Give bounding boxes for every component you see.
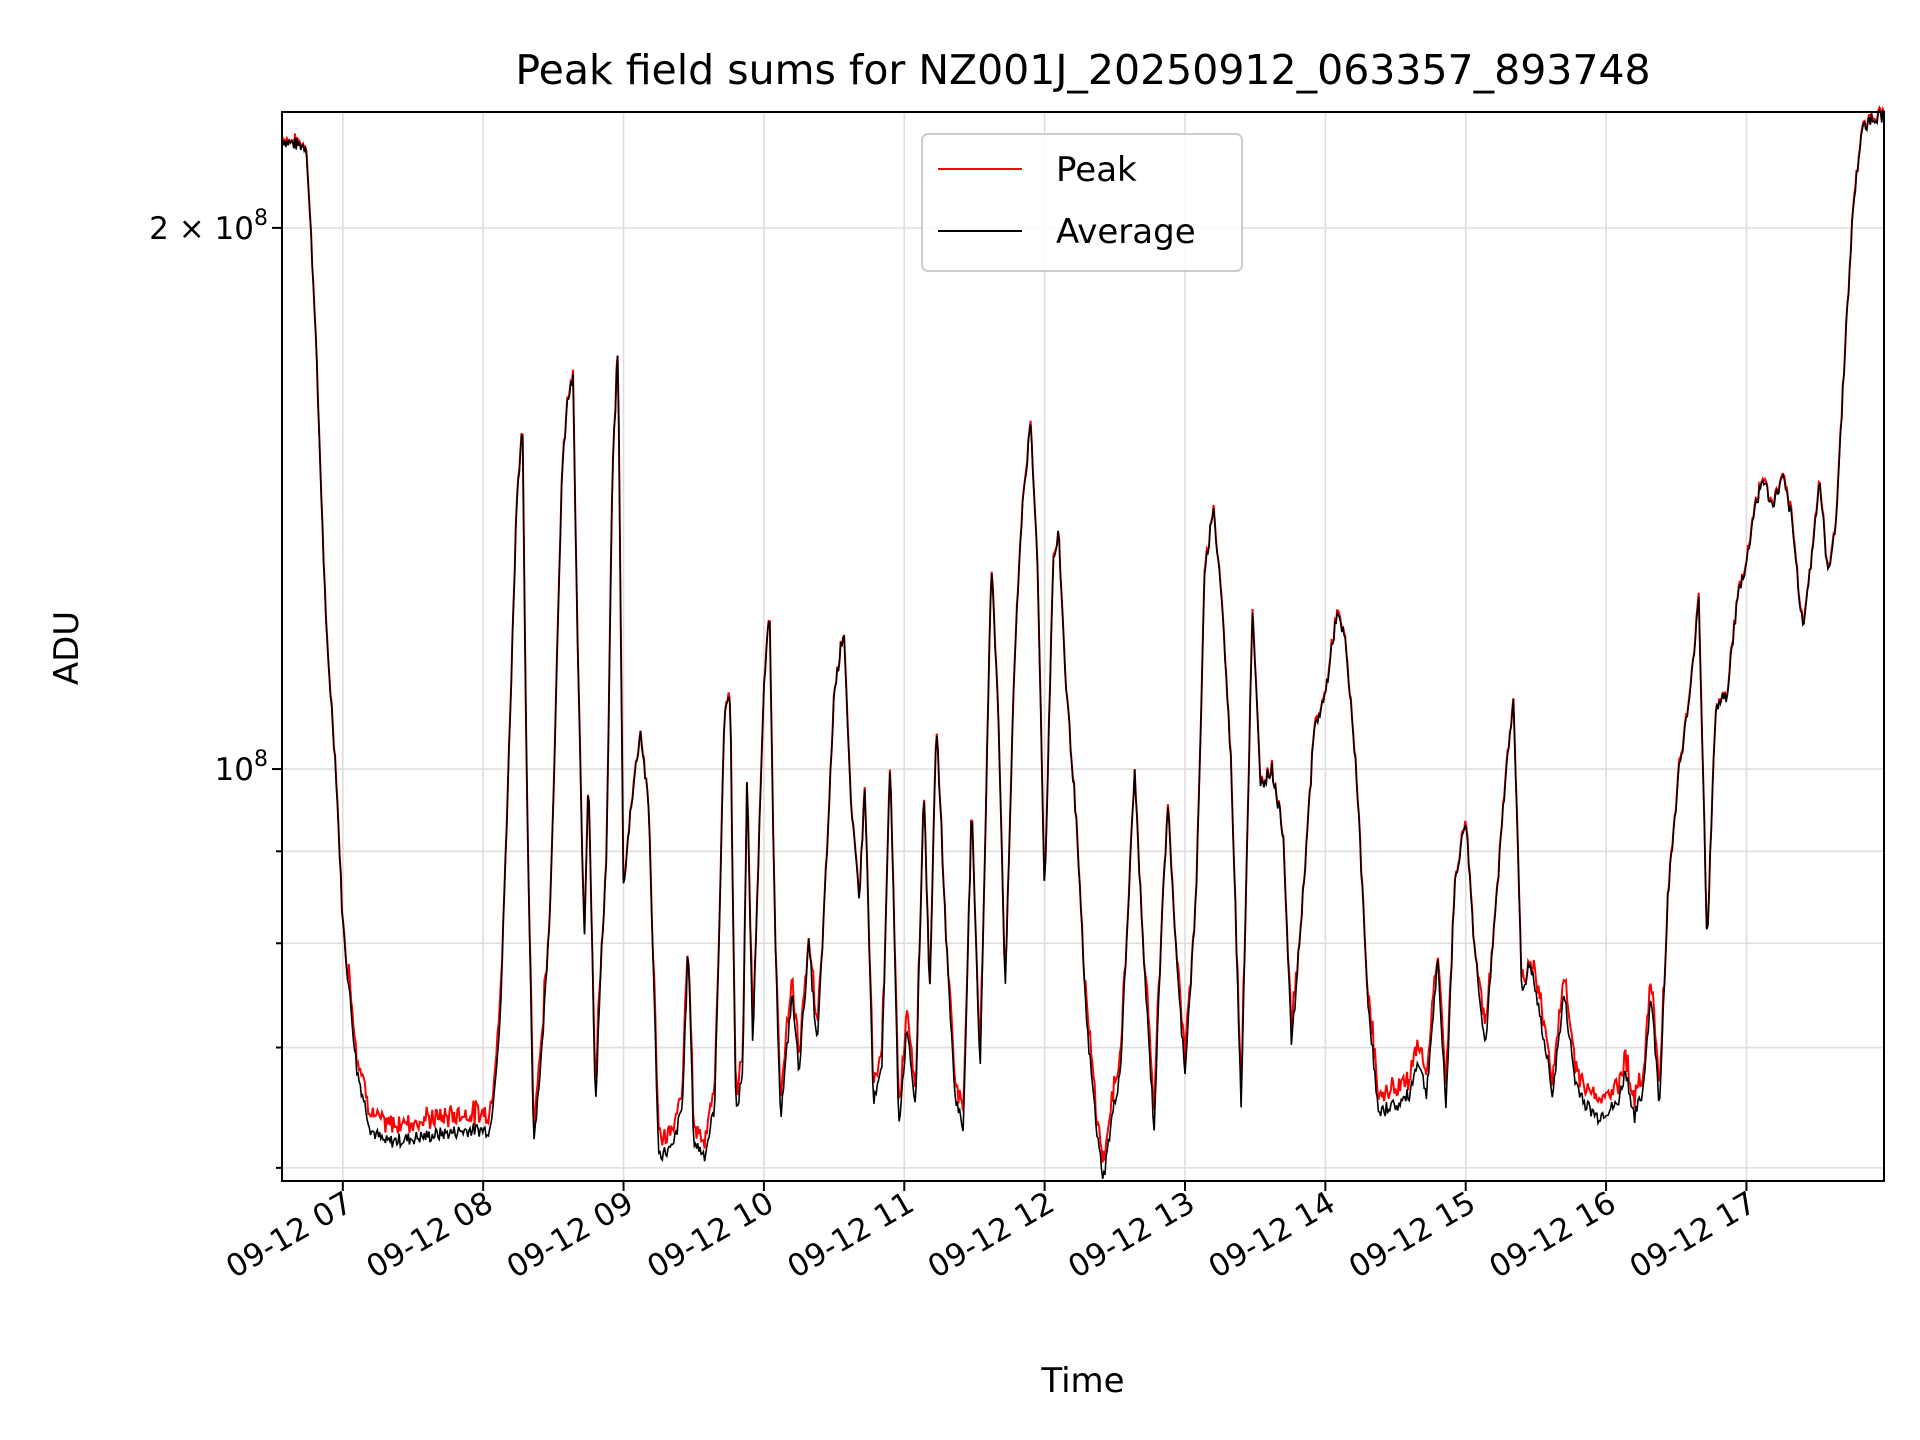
legend: Peak Average — [921, 133, 1243, 272]
x-tick-label: 09-12 07 — [220, 1185, 359, 1286]
legend-label-average: Average — [1056, 212, 1196, 252]
y-axis: 108 2 × 108 — [149, 206, 282, 1169]
y-tick-label: 108 — [215, 747, 268, 788]
series-average-line — [281, 108, 1885, 1180]
x-tick-label: 09-12 11 — [782, 1185, 921, 1286]
x-axis: 09-12 07 09-12 08 09-12 09 09-12 10 09-12 11… — [220, 1181, 1762, 1286]
x-tick-label: 09-12 15 — [1343, 1185, 1482, 1286]
chart-title: Peak field sums for NZ001J_20250912_0633… — [515, 46, 1650, 94]
x-tick-label: 09-12 12 — [922, 1185, 1061, 1286]
x-tick-label: 09-12 13 — [1062, 1185, 1201, 1286]
x-axis-label: Time — [1040, 1361, 1124, 1401]
x-tick-label: 09-12 14 — [1203, 1185, 1342, 1286]
x-tick-label: 09-12 10 — [641, 1185, 780, 1286]
series-layer — [281, 105, 1885, 1180]
plot-frame — [281, 111, 1885, 1182]
x-tick-label: 09-12 17 — [1624, 1185, 1763, 1286]
x-tick-label: 09-12 09 — [501, 1185, 640, 1286]
y-axis-label: ADU — [47, 611, 87, 685]
grid — [282, 112, 1884, 1181]
y-tick-label: 2 × 108 — [149, 206, 268, 247]
x-tick-label: 09-12 16 — [1483, 1185, 1622, 1286]
x-tick-label: 09-12 08 — [360, 1185, 499, 1286]
legend-label-peak: Peak — [1056, 150, 1137, 190]
